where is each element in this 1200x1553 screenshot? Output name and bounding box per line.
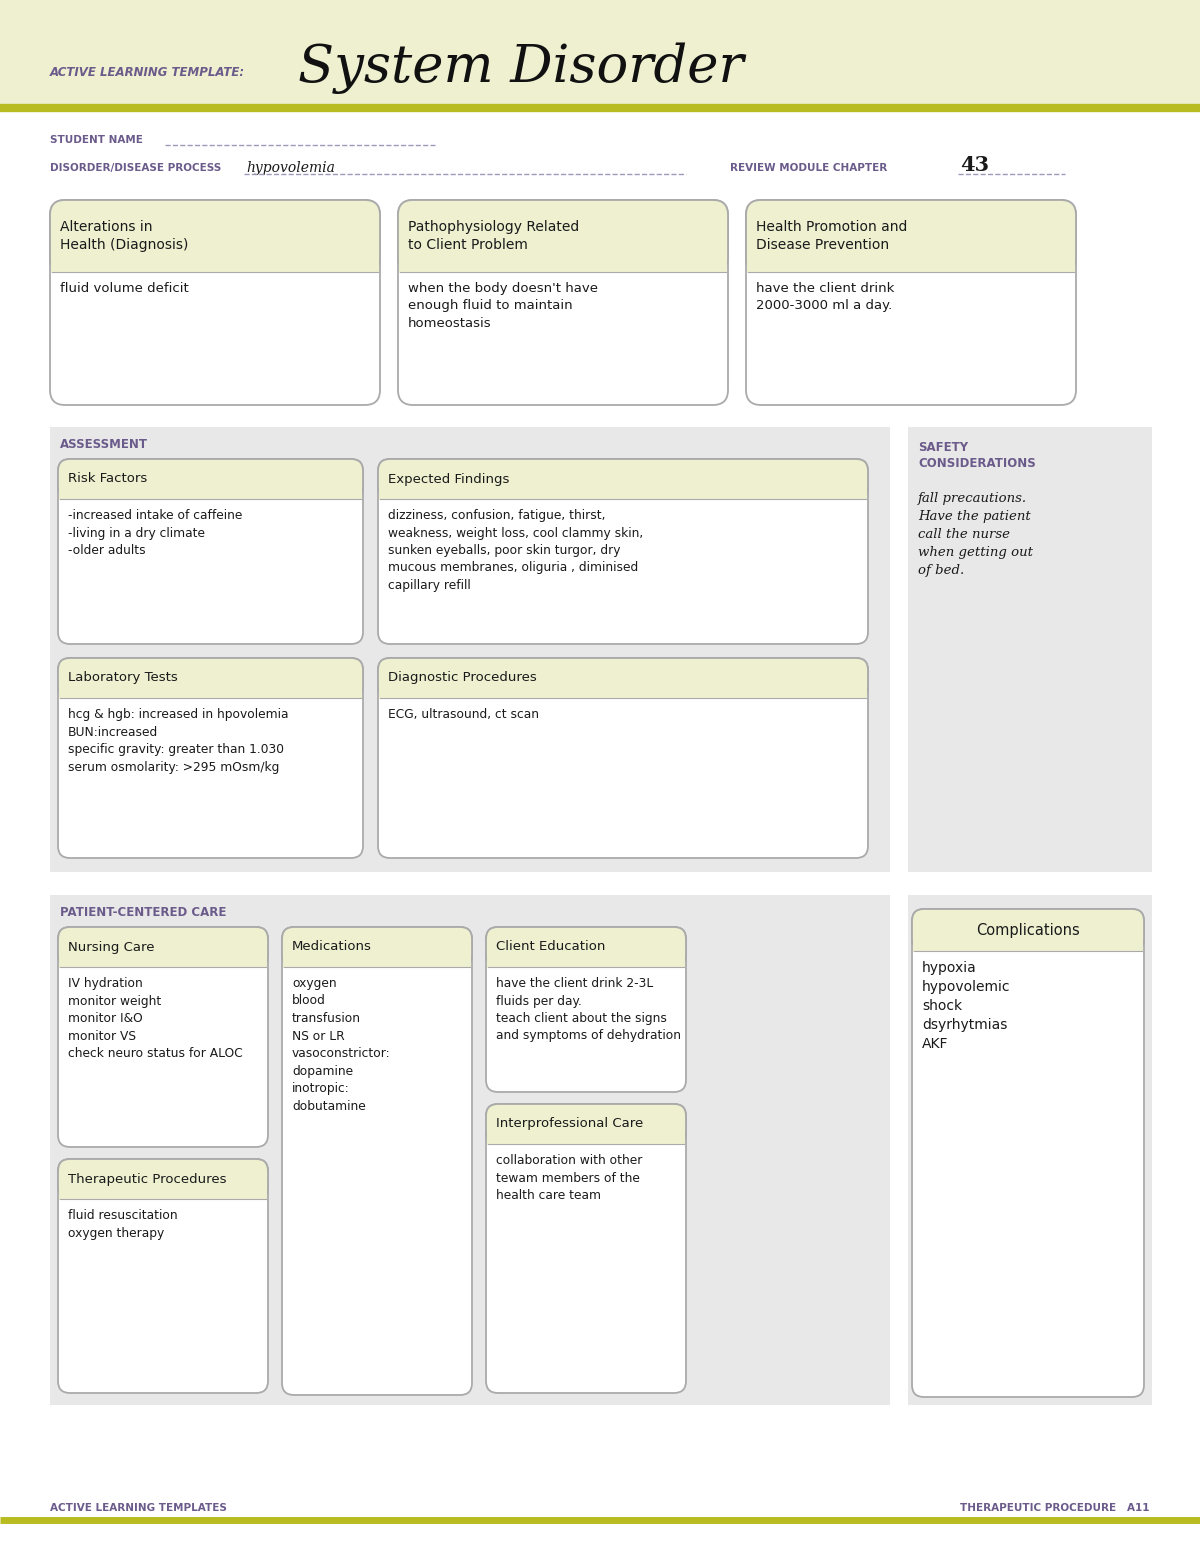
Text: 43: 43 <box>960 155 989 175</box>
Text: REVIEW MODULE CHAPTER: REVIEW MODULE CHAPTER <box>730 163 887 172</box>
Text: SAFETY
CONSIDERATIONS: SAFETY CONSIDERATIONS <box>918 441 1036 471</box>
Text: fall precautions.
Have the patient
call the nurse
when getting out
of bed.: fall precautions. Have the patient call … <box>918 492 1033 578</box>
Text: Alterations in
Health (Diagnosis): Alterations in Health (Diagnosis) <box>60 221 188 252</box>
FancyBboxPatch shape <box>282 927 472 968</box>
FancyBboxPatch shape <box>912 909 1144 1398</box>
Text: fluid volume deficit: fluid volume deficit <box>60 283 188 295</box>
Text: have the client drink
2000-3000 ml a day.: have the client drink 2000-3000 ml a day… <box>756 283 894 312</box>
Bar <box>50 256 379 273</box>
Text: Medications: Medications <box>292 941 372 954</box>
Text: IV hydration
monitor weight
monitor I&O
monitor VS
check neuro status for ALOC: IV hydration monitor weight monitor I&O … <box>68 977 242 1061</box>
Bar <box>283 954 470 968</box>
FancyBboxPatch shape <box>486 927 686 968</box>
FancyBboxPatch shape <box>486 1104 686 1145</box>
Bar <box>398 256 727 273</box>
FancyBboxPatch shape <box>50 200 380 272</box>
Text: Interprofessional Care: Interprofessional Care <box>496 1118 643 1131</box>
Text: Complications: Complications <box>976 922 1080 938</box>
Text: DISORDER/DISEASE PROCESS: DISORDER/DISEASE PROCESS <box>50 163 221 172</box>
Text: Risk Factors: Risk Factors <box>68 472 148 486</box>
Text: hcg & hgb: increased in hpovolemia
BUN:increased
specific gravity: greater than : hcg & hgb: increased in hpovolemia BUN:i… <box>68 708 288 773</box>
Text: STUDENT NAME: STUDENT NAME <box>50 135 143 144</box>
Text: dizziness, confusion, fatigue, thirst,
weakness, weight loss, cool clammy skin,
: dizziness, confusion, fatigue, thirst, w… <box>388 509 643 592</box>
Bar <box>59 685 362 699</box>
FancyBboxPatch shape <box>912 909 1144 950</box>
Text: fluid resuscitation
oxygen therapy: fluid resuscitation oxygen therapy <box>68 1208 178 1239</box>
FancyBboxPatch shape <box>58 460 364 644</box>
Text: when the body doesn't have
enough fluid to maintain
homeostasis: when the body doesn't have enough fluid … <box>408 283 598 329</box>
Bar <box>50 895 890 1405</box>
FancyBboxPatch shape <box>58 658 364 857</box>
FancyBboxPatch shape <box>398 200 728 405</box>
Text: PATIENT-CENTERED CARE: PATIENT-CENTERED CARE <box>60 907 227 919</box>
Bar <box>913 938 1142 952</box>
Bar <box>487 954 685 968</box>
Text: Laboratory Tests: Laboratory Tests <box>68 671 178 685</box>
FancyBboxPatch shape <box>486 1104 686 1393</box>
Bar <box>379 685 866 699</box>
Bar <box>908 895 1152 1405</box>
FancyBboxPatch shape <box>58 658 364 697</box>
Bar <box>487 1131 685 1145</box>
Text: -increased intake of caffeine
-living in a dry climate
-older adults: -increased intake of caffeine -living in… <box>68 509 242 558</box>
FancyBboxPatch shape <box>378 658 868 697</box>
Text: hypovolemia: hypovolemia <box>246 162 335 175</box>
Text: Diagnostic Procedures: Diagnostic Procedures <box>388 671 536 685</box>
Text: Expected Findings: Expected Findings <box>388 472 509 486</box>
Text: ASSESSMENT: ASSESSMENT <box>60 438 148 452</box>
Text: THERAPEUTIC PROCEDURE   A11: THERAPEUTIC PROCEDURE A11 <box>960 1503 1150 1513</box>
Text: ECG, ultrasound, ct scan: ECG, ultrasound, ct scan <box>388 708 539 721</box>
FancyBboxPatch shape <box>378 658 868 857</box>
Bar <box>379 486 866 500</box>
Text: have the client drink 2-3L
fluids per day.
teach client about the signs
and symp: have the client drink 2-3L fluids per da… <box>496 977 682 1042</box>
FancyBboxPatch shape <box>58 460 364 499</box>
FancyBboxPatch shape <box>58 1159 268 1199</box>
Text: Client Education: Client Education <box>496 941 605 954</box>
Bar <box>59 486 362 500</box>
Text: Therapeutic Procedures: Therapeutic Procedures <box>68 1173 227 1185</box>
FancyBboxPatch shape <box>58 927 268 1148</box>
FancyBboxPatch shape <box>746 200 1076 272</box>
Text: Health Promotion and
Disease Prevention: Health Promotion and Disease Prevention <box>756 221 907 252</box>
Bar <box>59 1186 266 1200</box>
Text: System Disorder: System Disorder <box>298 42 744 93</box>
Text: Nursing Care: Nursing Care <box>68 941 155 954</box>
Text: hypoxia
hypovolemic
shock
dsyrhytmias
AKF: hypoxia hypovolemic shock dsyrhytmias AK… <box>922 961 1010 1051</box>
Text: ACTIVE LEARNING TEMPLATES: ACTIVE LEARNING TEMPLATES <box>50 1503 227 1513</box>
Text: Pathophysiology Related
to Client Problem: Pathophysiology Related to Client Proble… <box>408 221 580 252</box>
Text: ACTIVE LEARNING TEMPLATE:: ACTIVE LEARNING TEMPLATE: <box>50 65 245 79</box>
Bar <box>59 954 266 968</box>
Bar <box>50 427 890 871</box>
FancyBboxPatch shape <box>378 460 868 499</box>
Bar <box>908 427 1152 871</box>
FancyBboxPatch shape <box>398 200 728 272</box>
FancyBboxPatch shape <box>282 927 472 1395</box>
Bar <box>0 0 1200 109</box>
Text: oxygen
blood
transfusion
NS or LR
vasoconstrictor:
dopamine
inotropic:
dobutamin: oxygen blood transfusion NS or LR vasoco… <box>292 977 391 1112</box>
Bar <box>746 256 1075 273</box>
FancyBboxPatch shape <box>50 200 380 405</box>
FancyBboxPatch shape <box>58 1159 268 1393</box>
FancyBboxPatch shape <box>58 927 268 968</box>
Text: collaboration with other
tewam members of the
health care team: collaboration with other tewam members o… <box>496 1154 642 1202</box>
FancyBboxPatch shape <box>746 200 1076 405</box>
FancyBboxPatch shape <box>486 927 686 1092</box>
FancyBboxPatch shape <box>378 460 868 644</box>
